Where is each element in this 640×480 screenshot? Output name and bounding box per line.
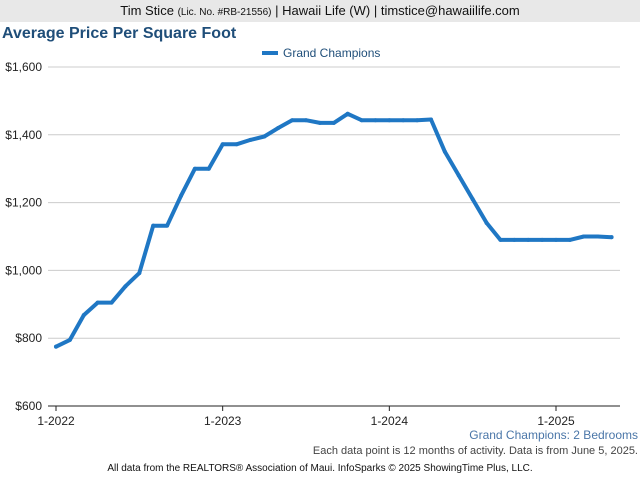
- data-point: [304, 118, 308, 123]
- data-point: [109, 300, 114, 305]
- agent-name: Tim Stice: [120, 3, 174, 18]
- data-point: [95, 300, 100, 305]
- data-point: [123, 284, 128, 289]
- y-tick-label: $1,600: [5, 60, 42, 74]
- chart-caption: Grand Champions: 2 Bedrooms: [469, 428, 638, 442]
- y-tick-label: $1,200: [5, 196, 42, 210]
- data-point: [331, 120, 336, 125]
- data-point: [609, 235, 614, 240]
- data-series: [54, 111, 614, 349]
- data-point: [151, 223, 156, 228]
- legend-label: Grand Champions: [283, 46, 381, 60]
- data-point: [137, 271, 142, 276]
- data-point: [429, 117, 433, 122]
- data-note: Each data point is 12 months of activity…: [312, 445, 638, 457]
- data-point: [206, 166, 211, 171]
- data-point: [234, 142, 239, 147]
- y-tick-label: $800: [15, 331, 42, 345]
- data-point: [67, 337, 72, 342]
- x-tick-label: 1-2022: [37, 414, 75, 428]
- data-point: [540, 237, 545, 242]
- series-line: [54, 111, 614, 349]
- data-point: [484, 220, 489, 225]
- data-point: [456, 173, 461, 178]
- data-point: [526, 237, 531, 242]
- x-tick-label: 1-2024: [371, 414, 409, 428]
- chart-legend: Grand Champions: [262, 46, 380, 60]
- data-point: [373, 118, 378, 123]
- data-point: [595, 234, 600, 239]
- header-bar: Tim Stice (Lic. No. #RB-21556) | Hawaii …: [0, 0, 640, 22]
- data-point: [401, 118, 406, 123]
- data-point: [581, 234, 586, 239]
- y-tick-label: $600: [15, 399, 42, 413]
- license-number: (Lic. No. #RB-21556): [177, 7, 272, 18]
- data-point: [345, 111, 350, 116]
- grid-lines: [48, 66, 620, 407]
- x-axis: 1-2022 1-2023 1-2024 1-2025: [37, 406, 575, 428]
- data-point: [498, 237, 503, 242]
- data-point: [512, 237, 517, 242]
- data-point: [359, 118, 364, 123]
- data-point: [554, 237, 558, 242]
- data-point: [276, 126, 281, 131]
- y-tick-label: $1,400: [5, 128, 42, 142]
- data-point: [165, 223, 170, 228]
- data-point: [415, 118, 420, 123]
- data-point: [179, 193, 183, 198]
- data-point: [262, 134, 267, 139]
- x-tick-label: 1-2023: [204, 414, 242, 428]
- data-point: [248, 137, 253, 142]
- data-point: [192, 166, 197, 171]
- y-axis-ticks: $600 $800 $1,000 $1,200 $1,400 $1,600: [5, 60, 42, 413]
- data-point: [567, 237, 572, 242]
- y-tick-label: $1,000: [5, 263, 42, 277]
- data-point: [81, 313, 86, 318]
- x-tick-label: 1-2025: [537, 414, 575, 428]
- data-point: [317, 120, 322, 125]
- data-point: [470, 197, 475, 202]
- data-point: [220, 142, 225, 147]
- company-and-email: | Hawaii Life (W) | timstice@hawaiilife.…: [275, 3, 520, 18]
- data-point: [442, 149, 447, 154]
- footer-credit: All data from the REALTORS® Association …: [107, 463, 533, 474]
- legend-swatch: [262, 51, 278, 55]
- data-point: [290, 118, 295, 123]
- data-point: [54, 344, 58, 349]
- data-point: [387, 118, 392, 123]
- chart-title: Average Price Per Square Foot: [2, 25, 237, 42]
